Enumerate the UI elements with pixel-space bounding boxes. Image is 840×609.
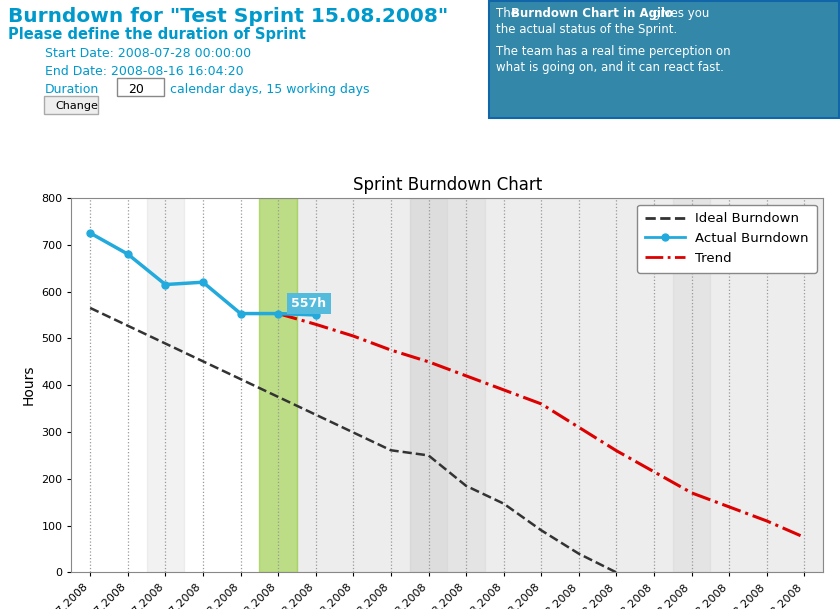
FancyBboxPatch shape xyxy=(489,1,839,119)
Trend xyxy=(386,347,396,354)
Text: Start Date: 2008-07-28 00:00:00: Start Date: 2008-07-28 00:00:00 xyxy=(45,47,251,60)
Ideal Burndown xyxy=(386,446,396,454)
Trend xyxy=(800,533,810,541)
Text: what is going on, and it can react fast.: what is going on, and it can react fast. xyxy=(496,62,724,74)
Y-axis label: Hours: Hours xyxy=(22,365,35,406)
Bar xyxy=(260,198,297,572)
Actual Burndown xyxy=(160,281,171,288)
Ideal Burndown xyxy=(311,411,321,418)
Text: Burndown for "Test Sprint 15.08.2008": Burndown for "Test Sprint 15.08.2008" xyxy=(8,7,449,26)
Actual Burndown xyxy=(198,278,208,286)
Text: Burndown Chart in Agilo: Burndown Chart in Agilo xyxy=(511,7,673,20)
Bar xyxy=(146,198,184,572)
FancyBboxPatch shape xyxy=(117,79,164,96)
Trend xyxy=(762,517,772,524)
Actual Burndown xyxy=(235,310,245,317)
Ideal Burndown xyxy=(574,550,584,557)
Trend xyxy=(461,372,471,379)
Ideal Burndown xyxy=(198,357,208,365)
Line: Trend: Trend xyxy=(278,314,805,537)
Ideal Burndown xyxy=(235,376,245,383)
Actual Burndown xyxy=(273,310,283,317)
Bar xyxy=(673,198,711,572)
Trend xyxy=(423,358,433,365)
Trend xyxy=(724,503,734,510)
Ideal Burndown xyxy=(273,393,283,401)
Legend: Ideal Burndown, Actual Burndown, Trend: Ideal Burndown, Actual Burndown, Trend xyxy=(637,205,816,273)
Text: calendar days, 15 working days: calendar days, 15 working days xyxy=(170,83,370,96)
Text: gives you: gives you xyxy=(649,7,709,20)
Ideal Burndown xyxy=(499,500,509,507)
Text: Change: Change xyxy=(55,102,98,111)
Line: Ideal Burndown: Ideal Burndown xyxy=(90,308,617,572)
Bar xyxy=(410,198,485,572)
Trend xyxy=(612,447,622,454)
Text: the actual status of the Sprint.: the actual status of the Sprint. xyxy=(496,23,677,36)
Trend xyxy=(499,386,509,393)
Trend xyxy=(649,468,659,476)
Trend xyxy=(311,321,321,328)
Text: 557h: 557h xyxy=(291,297,327,310)
Title: Sprint Burndown Chart: Sprint Burndown Chart xyxy=(353,175,542,194)
Ideal Burndown xyxy=(85,304,95,312)
Ideal Burndown xyxy=(123,322,133,329)
Ideal Burndown xyxy=(612,569,622,576)
Trend xyxy=(686,489,696,496)
Ideal Burndown xyxy=(461,482,471,490)
Ideal Burndown xyxy=(423,452,433,459)
Line: Actual Burndown: Actual Burndown xyxy=(87,230,319,319)
Text: 20: 20 xyxy=(128,83,144,96)
Text: End Date: 2008-08-16 16:04:20: End Date: 2008-08-16 16:04:20 xyxy=(45,65,244,79)
Actual Burndown xyxy=(123,250,133,258)
Ideal Burndown xyxy=(536,527,546,534)
Text: Duration: Duration xyxy=(45,83,99,96)
Trend xyxy=(349,333,359,340)
Ideal Burndown xyxy=(349,429,359,436)
Text: Please define the duration of Sprint: Please define the duration of Sprint xyxy=(8,27,306,42)
Ideal Burndown xyxy=(160,340,171,347)
Text: The: The xyxy=(496,7,522,20)
Bar xyxy=(297,198,823,572)
FancyBboxPatch shape xyxy=(44,96,98,114)
Bar xyxy=(410,198,447,572)
Trend xyxy=(536,400,546,407)
Text: The team has a real time perception on: The team has a real time perception on xyxy=(496,45,731,58)
Trend xyxy=(273,310,283,317)
Actual Burndown xyxy=(85,230,95,237)
Trend xyxy=(574,424,584,431)
Actual Burndown xyxy=(311,311,321,319)
